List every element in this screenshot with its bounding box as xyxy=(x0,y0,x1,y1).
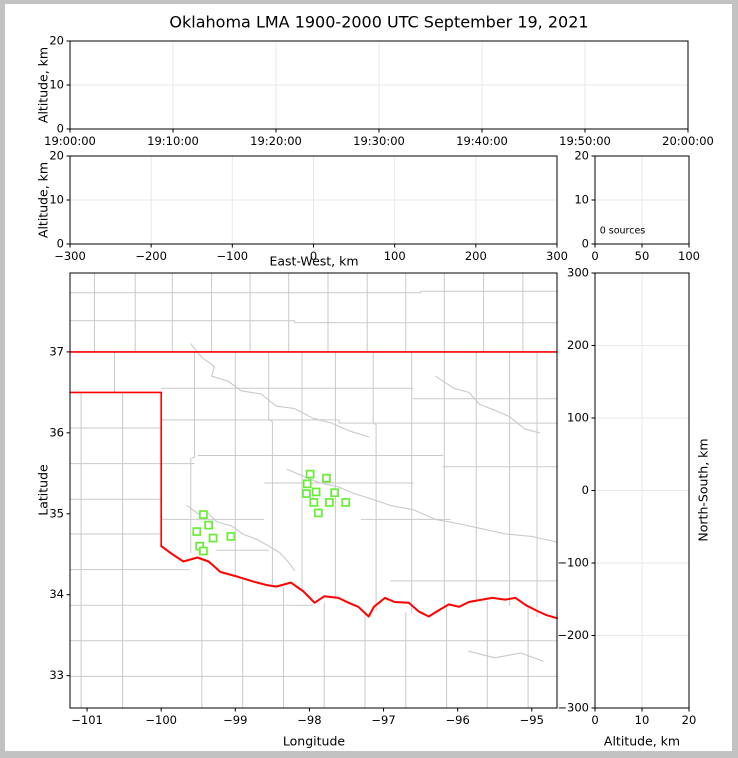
gridlines xyxy=(69,155,558,245)
x-tick-label: −200 xyxy=(135,249,167,263)
ew-height-xlabel: East-West, km xyxy=(269,253,359,269)
x-tick-label: 19:40:00 xyxy=(456,134,508,148)
x-tick-label: −300 xyxy=(54,249,86,263)
time-height-panel: 19:00:00 19:10:00 19:20:00 19:30:00 19:40:00… xyxy=(44,34,714,148)
y-tick-label: 20 xyxy=(574,149,589,163)
x-tick-label: 10 xyxy=(635,713,650,727)
ns-height-xlabel: Altitude, km xyxy=(603,733,681,749)
x-tick-label: −99 xyxy=(223,713,247,727)
x-tick-label: 19:10:00 xyxy=(147,134,199,148)
x-tick-label: −96 xyxy=(446,713,470,727)
y-tick-label: 0 xyxy=(57,237,64,251)
y-tick-label: 0 xyxy=(582,483,589,497)
axis-ticks: −300 −200 −100 0 100 200 300 0 10 20 xyxy=(49,149,568,263)
histogram-annotation: 0 sources xyxy=(600,225,646,236)
lma-station-marker xyxy=(313,508,323,518)
alt-histogram-plot: 0 50 100 0 10 20 0 sources xyxy=(574,149,700,263)
lma-stations xyxy=(192,469,351,556)
y-tick-label: 37 xyxy=(49,344,64,358)
y-tick-label: 200 xyxy=(567,338,589,352)
lma-station-marker xyxy=(199,546,208,556)
lma-station-marker xyxy=(311,487,321,497)
ew-height-plot: −300 −200 −100 0 100 200 300 0 10 20 xyxy=(49,149,568,263)
lma-station-marker xyxy=(341,498,351,507)
gridlines xyxy=(69,40,689,130)
state-border xyxy=(69,351,558,547)
lma-station-marker xyxy=(325,498,334,507)
x-tick-label: 20 xyxy=(682,713,697,727)
y-tick-label: 36 xyxy=(49,425,64,439)
map-ylabel: Latitude xyxy=(35,464,51,516)
x-tick-label: −100 xyxy=(217,249,249,263)
y-tick-label: 100 xyxy=(567,411,589,425)
y-tick-label: −300 xyxy=(557,701,589,715)
ew-height-panel: −300 −200 −100 0 100 200 300 0 10 20 xyxy=(49,149,568,263)
y-tick-label: 10 xyxy=(49,78,64,92)
y-tick-label: 300 xyxy=(567,266,589,280)
x-tick-label: 20:00:00 xyxy=(662,134,714,148)
x-tick-label: 50 xyxy=(635,249,650,263)
x-tick-label: 100 xyxy=(384,249,406,263)
x-tick-label: 0 xyxy=(591,249,598,263)
lma-station-marker xyxy=(226,532,236,541)
x-tick-label: 0 xyxy=(591,713,598,727)
x-tick-label: 19:00:00 xyxy=(44,134,96,148)
time-height-ylabel: Altitude, km xyxy=(35,46,51,124)
x-tick-label: 100 xyxy=(678,249,700,263)
lma-station-marker xyxy=(330,488,339,498)
axis-ticks: 0 10 20 −300 −200 −100 0 100 200 300 xyxy=(557,266,696,727)
y-tick-label: 20 xyxy=(49,149,64,163)
y-tick-label: 10 xyxy=(49,193,64,207)
ns-height-panel: 0 10 20 −300 −200 −100 0 100 200 300 xyxy=(557,266,696,727)
x-tick-label: 200 xyxy=(465,249,487,263)
y-tick-label: 35 xyxy=(49,506,64,520)
ew-height-ylabel: Altitude, km xyxy=(35,161,51,239)
x-tick-label: 19:20:00 xyxy=(250,134,302,148)
x-tick-label: −98 xyxy=(297,713,321,727)
alt-histogram-panel: 0 50 100 0 10 20 0 sources xyxy=(574,149,700,263)
time-height-plot: 19:00:00 19:10:00 19:20:00 19:30:00 19:40:00… xyxy=(44,34,714,148)
y-tick-label: 10 xyxy=(574,193,589,207)
lma-station-marker xyxy=(192,527,202,536)
lma-station-marker xyxy=(204,520,213,530)
y-tick-label: 0 xyxy=(57,122,64,136)
y-tick-label: 20 xyxy=(49,34,64,48)
lma-station-marker xyxy=(322,473,331,483)
x-tick-label: −97 xyxy=(371,713,395,727)
figure-title: Oklahoma LMA 1900-2000 UTC September 19,… xyxy=(169,12,589,32)
x-tick-label: −95 xyxy=(520,713,544,727)
x-tick-label: 19:30:00 xyxy=(353,134,405,148)
gridlines xyxy=(594,272,690,709)
y-tick-label: 33 xyxy=(49,668,64,682)
lma-station-marker xyxy=(305,469,315,479)
red-river-border xyxy=(160,545,558,620)
x-tick-label: 300 xyxy=(546,249,568,263)
y-tick-label: −200 xyxy=(557,628,589,642)
lma-station-marker xyxy=(309,498,319,507)
y-tick-label: −100 xyxy=(557,556,589,570)
lma-station-marker xyxy=(208,533,218,543)
y-tick-label: 34 xyxy=(49,587,64,601)
axis-ticks: −101 −100 −99 −98 −97 −96 −95 33 34 35 36 37 xyxy=(49,344,544,726)
lma-station-marker xyxy=(302,489,311,498)
lma-station-marker xyxy=(199,510,208,519)
map-panel: −101 −100 −99 −98 −97 −96 −95 33 34 35 36 37 xyxy=(49,272,558,727)
axis-ticks: 19:00:00 19:10:00 19:20:00 19:30:00 19:40:00… xyxy=(44,34,714,148)
x-tick-label: −101 xyxy=(71,713,103,727)
x-tick-label: 0 xyxy=(310,249,317,263)
ns-height-plot: 0 10 20 −300 −200 −100 0 100 200 300 xyxy=(557,266,696,727)
x-tick-label: −100 xyxy=(145,713,177,727)
axis-ticks: 0 50 100 0 10 20 xyxy=(574,149,700,263)
y-tick-label: 0 xyxy=(582,237,589,251)
county-lines xyxy=(69,272,558,709)
ns-height-ylabel: North-South, km xyxy=(695,438,711,542)
map-plot: −101 −100 −99 −98 −97 −96 −95 33 34 35 36 37 xyxy=(49,272,558,727)
lma-station-marker xyxy=(302,479,312,489)
map-xlabel: Longitude xyxy=(282,733,346,749)
x-tick-label: 19:50:00 xyxy=(559,134,611,148)
rivers xyxy=(186,343,558,662)
